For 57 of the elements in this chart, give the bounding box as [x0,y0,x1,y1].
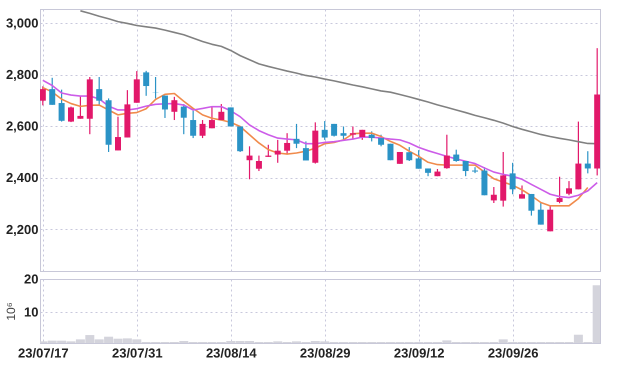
candlestick [200,119,206,139]
candlestick [444,134,450,170]
y-tick-label: 20 [24,272,38,286]
candlestick [462,160,469,177]
x-tick-label: 23/07/31 [112,346,163,360]
candlestick [58,89,65,122]
candlestick [547,204,554,232]
candlestick [171,96,178,121]
candlestick [114,116,121,152]
y-tick-label: 2,200 [6,222,38,237]
candlestick [256,154,262,172]
candlestick [265,144,272,158]
candlestick [143,70,150,96]
candlestick [180,103,187,135]
y-tick-label: 10 [24,304,38,320]
candlestick [453,149,460,162]
candlestick [190,110,196,139]
candlestick [40,86,46,106]
candlestick [584,150,591,174]
y-axis-title: 10⁶ [4,302,18,321]
candlestick [68,106,74,123]
candlestick [134,70,140,104]
candlestick [528,193,534,216]
candlestick [406,146,412,162]
candlestick [566,180,572,196]
x-tick-label: 23/09/26 [488,346,538,360]
candlestick [322,120,328,140]
x-tick-label: 23/07/17 [18,346,69,360]
candlestick [368,130,375,142]
y-tick-label: 2,400 [6,170,38,186]
candlestick [96,76,102,106]
candlestick [246,146,253,180]
y-tick-label: 2,800 [6,67,38,82]
candlestick [284,132,290,154]
y-tick-label: 2,600 [6,118,38,134]
candlestick [387,143,394,161]
x-tick-label: 23/08/14 [206,346,258,360]
candlestick [490,186,497,204]
candlestick [350,126,356,140]
x-tick-label: 23/08/29 [300,346,351,360]
x-tick-label: 23/09/12 [394,346,444,360]
candlestick [294,123,300,149]
candlestick [274,139,281,164]
y-tick-label: 3,000 [6,16,38,31]
candlestick [162,94,168,119]
candlestick [510,162,516,195]
candlestick [49,77,56,106]
candlestick [556,176,563,204]
candlestick [331,123,338,138]
candlestick [228,106,234,128]
candlestick [519,184,526,200]
candlestick [208,106,215,129]
candlestick [218,103,224,121]
candlestick [302,140,309,162]
candlestick [340,126,346,140]
candlestick [416,150,422,170]
candlestick [538,202,544,226]
